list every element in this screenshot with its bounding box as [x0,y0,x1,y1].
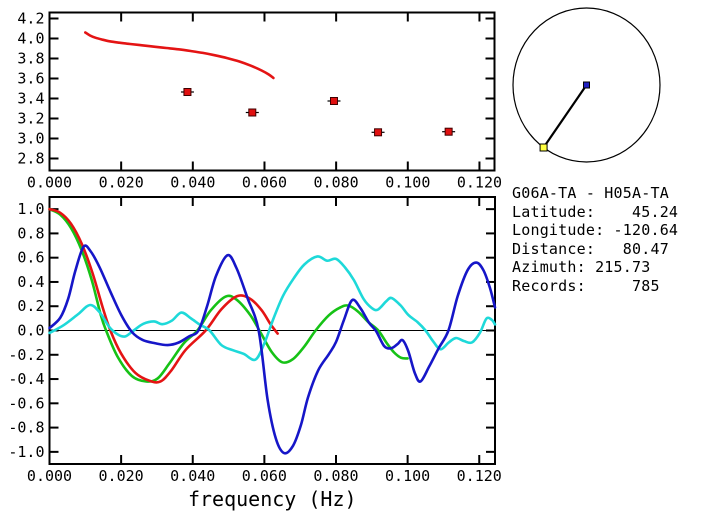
x-tick-label: 0.040 [170,174,215,192]
x-tick-label: 0.080 [313,467,358,485]
x-tick-label: 0.000 [27,174,72,192]
x-tick-label: 0.100 [385,467,430,485]
remote-station-dot [539,143,548,152]
phase-velocity-curve [84,31,275,80]
x-tick-label: 0.040 [170,467,215,485]
correlation-curve-green [48,207,409,383]
azimuth-line: Azimuth: 215.73 [512,258,651,277]
records-line: Records: 785 [512,276,660,295]
y-tick-label: 3.2 [17,110,44,128]
x-tick-label: 0.060 [242,174,287,192]
x-tick-label: 0.020 [99,467,144,485]
longitude-line: Longitude: -120.64 [512,221,679,240]
x-tick-label: 0.120 [457,174,502,192]
x-tick-label: 0.060 [242,467,287,485]
y-tick-label: 3.6 [17,70,44,88]
y-tick-label: 0.8 [17,224,44,242]
phase-velocity-picks-point [444,127,453,136]
y-tick-label: 4.0 [17,30,44,48]
correlation-curve-blue [48,244,497,455]
phase-velocity-picks-point [329,97,338,105]
azimuth-circle [512,7,661,163]
y-tick-label: -0.4 [8,370,44,388]
y-tick-label: 3.4 [17,90,44,108]
x-tick-label: 0.120 [457,467,502,485]
x-tick-label: 0.000 [27,467,72,485]
y-tick-label: -1.0 [8,443,44,461]
y-tick-label: 2.8 [17,150,44,168]
latitude-line: Latitude: 45.24 [512,202,679,221]
top-chart-frame [48,11,496,172]
y-tick-label: 0.2 [17,297,44,315]
x-tick-label: 0.020 [99,174,144,192]
y-tick-label: 3.0 [17,130,44,148]
y-tick-label: 0.6 [17,249,44,267]
y-tick-label: 4.2 [17,10,44,28]
bottom-chart: 0.000 0.020 0.040 0.060 0.080 0.100 0.120 -1.0 -… [8,196,502,511]
center-station-dot [583,81,590,89]
phase-velocity-picks-point [183,88,192,96]
top-chart: 0.000 0.020 0.040 0.060 0.080 0.100 0.120 2.8 3.… [17,10,502,192]
y-tick-label: -0.6 [8,394,44,412]
y-tick-label: -0.2 [8,346,44,364]
y-tick-label: -0.8 [8,419,44,437]
azimuth-inset [512,7,661,163]
x-tick-label: 0.080 [314,174,359,192]
x-axis-label: frequency (Hz) [188,487,357,511]
station-info: G06A-TA - H05A-TA Latitude: 45.24 Longit… [512,184,678,296]
distance-line: Distance: 80.47 [512,239,669,258]
x-tick-label: 0.100 [385,174,430,192]
phase-velocity-picks-point [248,108,257,117]
phase-velocity-picks-point [374,128,383,137]
azimuth-ray [542,84,588,149]
y-tick-label: 0.4 [17,273,44,291]
correlation-curve-cyan [48,255,497,362]
y-tick-label: 1.0 [17,200,44,218]
y-tick-label: 3.8 [17,50,44,68]
station-pair-title: G06A-TA - H05A-TA [512,184,669,202]
y-tick-label: 0.0 [17,322,44,340]
correlation-curve-red [48,207,279,384]
